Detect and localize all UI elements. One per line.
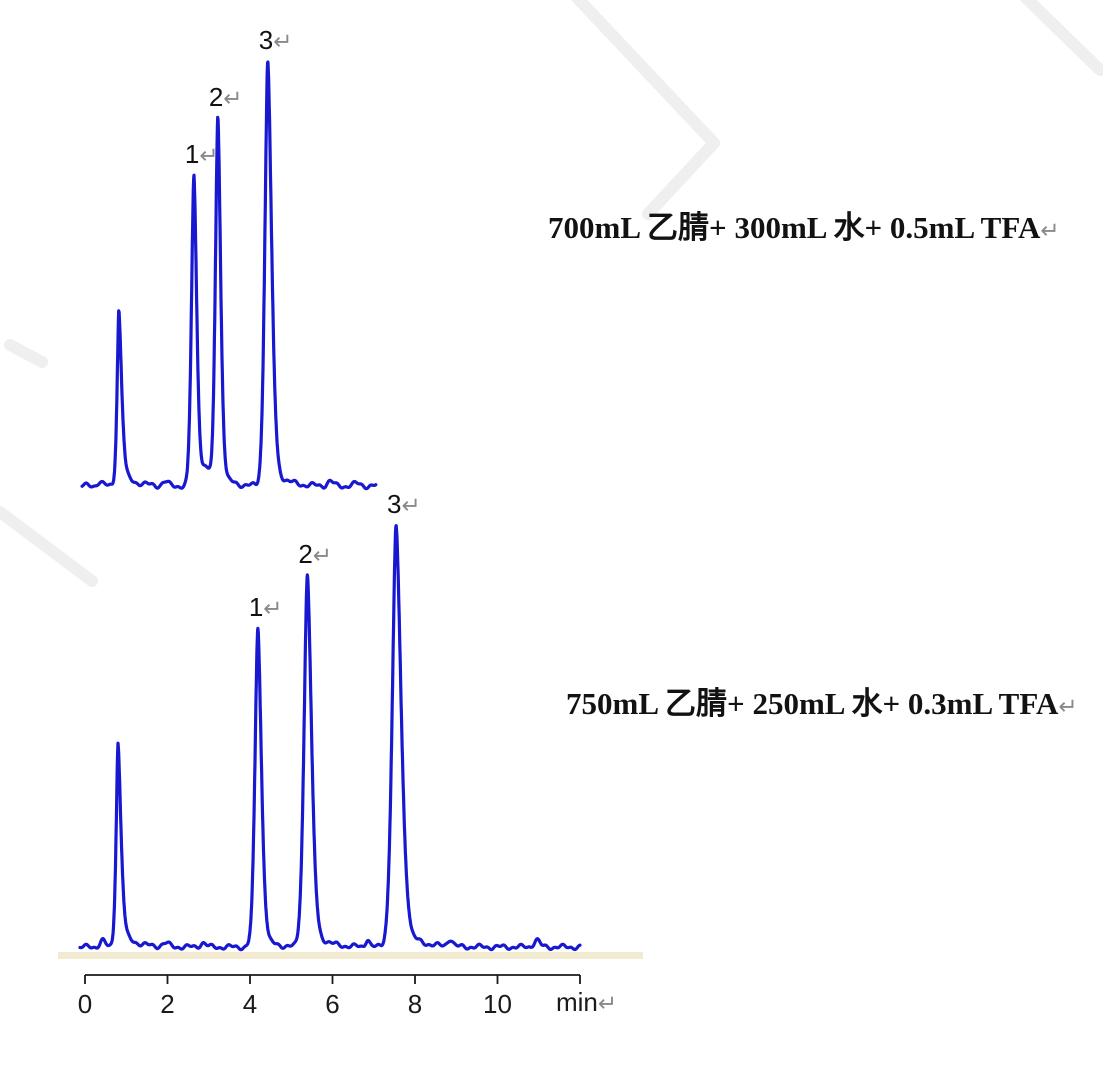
stripe-artifact [58, 952, 643, 959]
axis-tick-label-2: 2 [160, 989, 175, 1019]
return-mark-icon: ↵ [312, 541, 333, 568]
peak-label-1-bottom: 1↵ [249, 594, 283, 621]
return-mark-icon: ↵ [199, 141, 219, 168]
condition-text-bottom: 750mL 乙腈+ 250mL 水+ 0.3mL TFA [566, 686, 1059, 721]
return-mark-icon: ↵ [1058, 694, 1078, 720]
condition-label-bottom: 750mL 乙腈+ 250mL 水+ 0.3mL TFA↵ [566, 686, 1078, 725]
axis-unit-text: min [556, 987, 598, 1017]
peak-label-2-bottom: 2↵ [298, 541, 332, 568]
peak-label-3-top: 3↵ [259, 27, 293, 54]
watermark-stroke [1019, 0, 1103, 76]
return-mark-icon: ↵ [1040, 218, 1060, 244]
axis-tick-label-0: 0 [77, 989, 93, 1019]
watermark-stroke [570, 0, 720, 149]
peak-number: 3 [258, 25, 274, 55]
axis-tick-label-6: 6 [325, 989, 340, 1019]
peak-number: 1 [184, 138, 200, 169]
chromatogram-trace-top [80, 60, 378, 491]
watermark-stroke [4, 339, 48, 368]
peak-number: 1 [248, 591, 264, 622]
return-mark-icon: ↵ [273, 28, 293, 54]
condition-label-top: 700mL 乙腈+ 300mL 水+ 0.5mL TFA↵ [548, 210, 1060, 249]
watermark-stroke [0, 506, 98, 587]
return-mark-icon: ↵ [401, 492, 421, 518]
axis-tick-label-4: 4 [242, 989, 258, 1019]
return-mark-icon: ↵ [597, 990, 618, 1016]
peak-number: 2 [208, 81, 224, 112]
peak-number: 3 [387, 489, 402, 519]
condition-text-top: 700mL 乙腈+ 300mL 水+ 0.5mL TFA [548, 210, 1041, 245]
peak-number: 2 [298, 538, 313, 569]
peak-label-2-top: 2↵ [209, 84, 243, 111]
axis-unit-label: min↵ [556, 989, 617, 1016]
axis-tick-label-10: 10 [483, 989, 512, 1019]
time-axis [84, 974, 581, 984]
return-mark-icon: ↵ [263, 594, 283, 621]
peak-label-3-bottom: 3↵ [387, 491, 421, 518]
peak-label-1-top: 1↵ [185, 141, 219, 168]
axis-tick-label-8: 8 [407, 989, 423, 1019]
watermark-stroke [642, 137, 720, 220]
chromatogram-trace-bottom [78, 524, 582, 952]
return-mark-icon: ↵ [223, 84, 243, 111]
